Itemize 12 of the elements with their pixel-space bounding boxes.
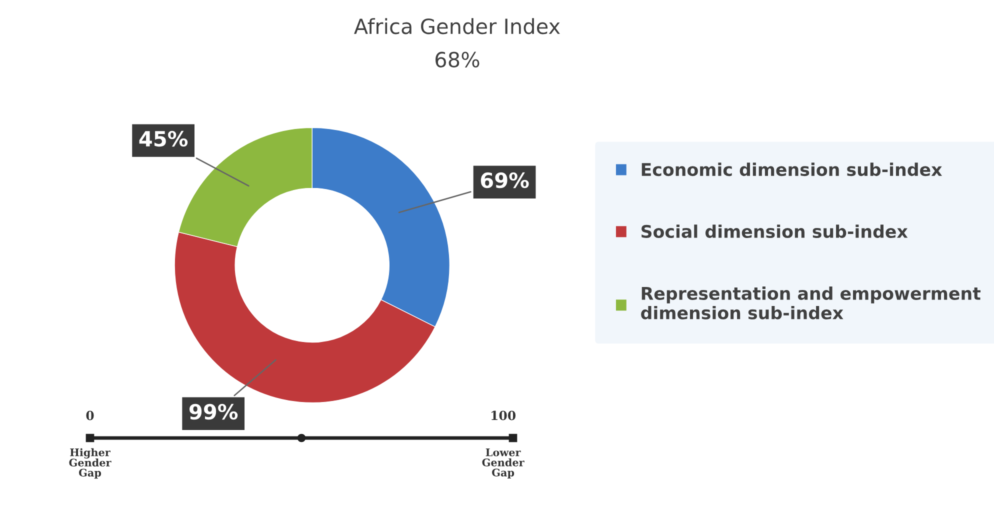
text: 100 [492, 410, 516, 420]
chart-subtitle: 68% [436, 52, 480, 68]
text: Higher Gender Gap [69, 448, 112, 479]
data-label: 69% [480, 172, 529, 188]
data-label: 45% [139, 130, 188, 147]
legend-label: Representation and empowerment dimension sub-index [641, 286, 981, 320]
legend-label: Social dimension sub-index [642, 224, 908, 238]
data-label: 99% [189, 404, 238, 420]
chart-title: Africa Gender Index [354, 18, 560, 34]
text: 0 [86, 410, 94, 420]
text: Lower Gender Gap [482, 448, 524, 478]
legend-label: Economic dimension sub-index [642, 162, 942, 176]
